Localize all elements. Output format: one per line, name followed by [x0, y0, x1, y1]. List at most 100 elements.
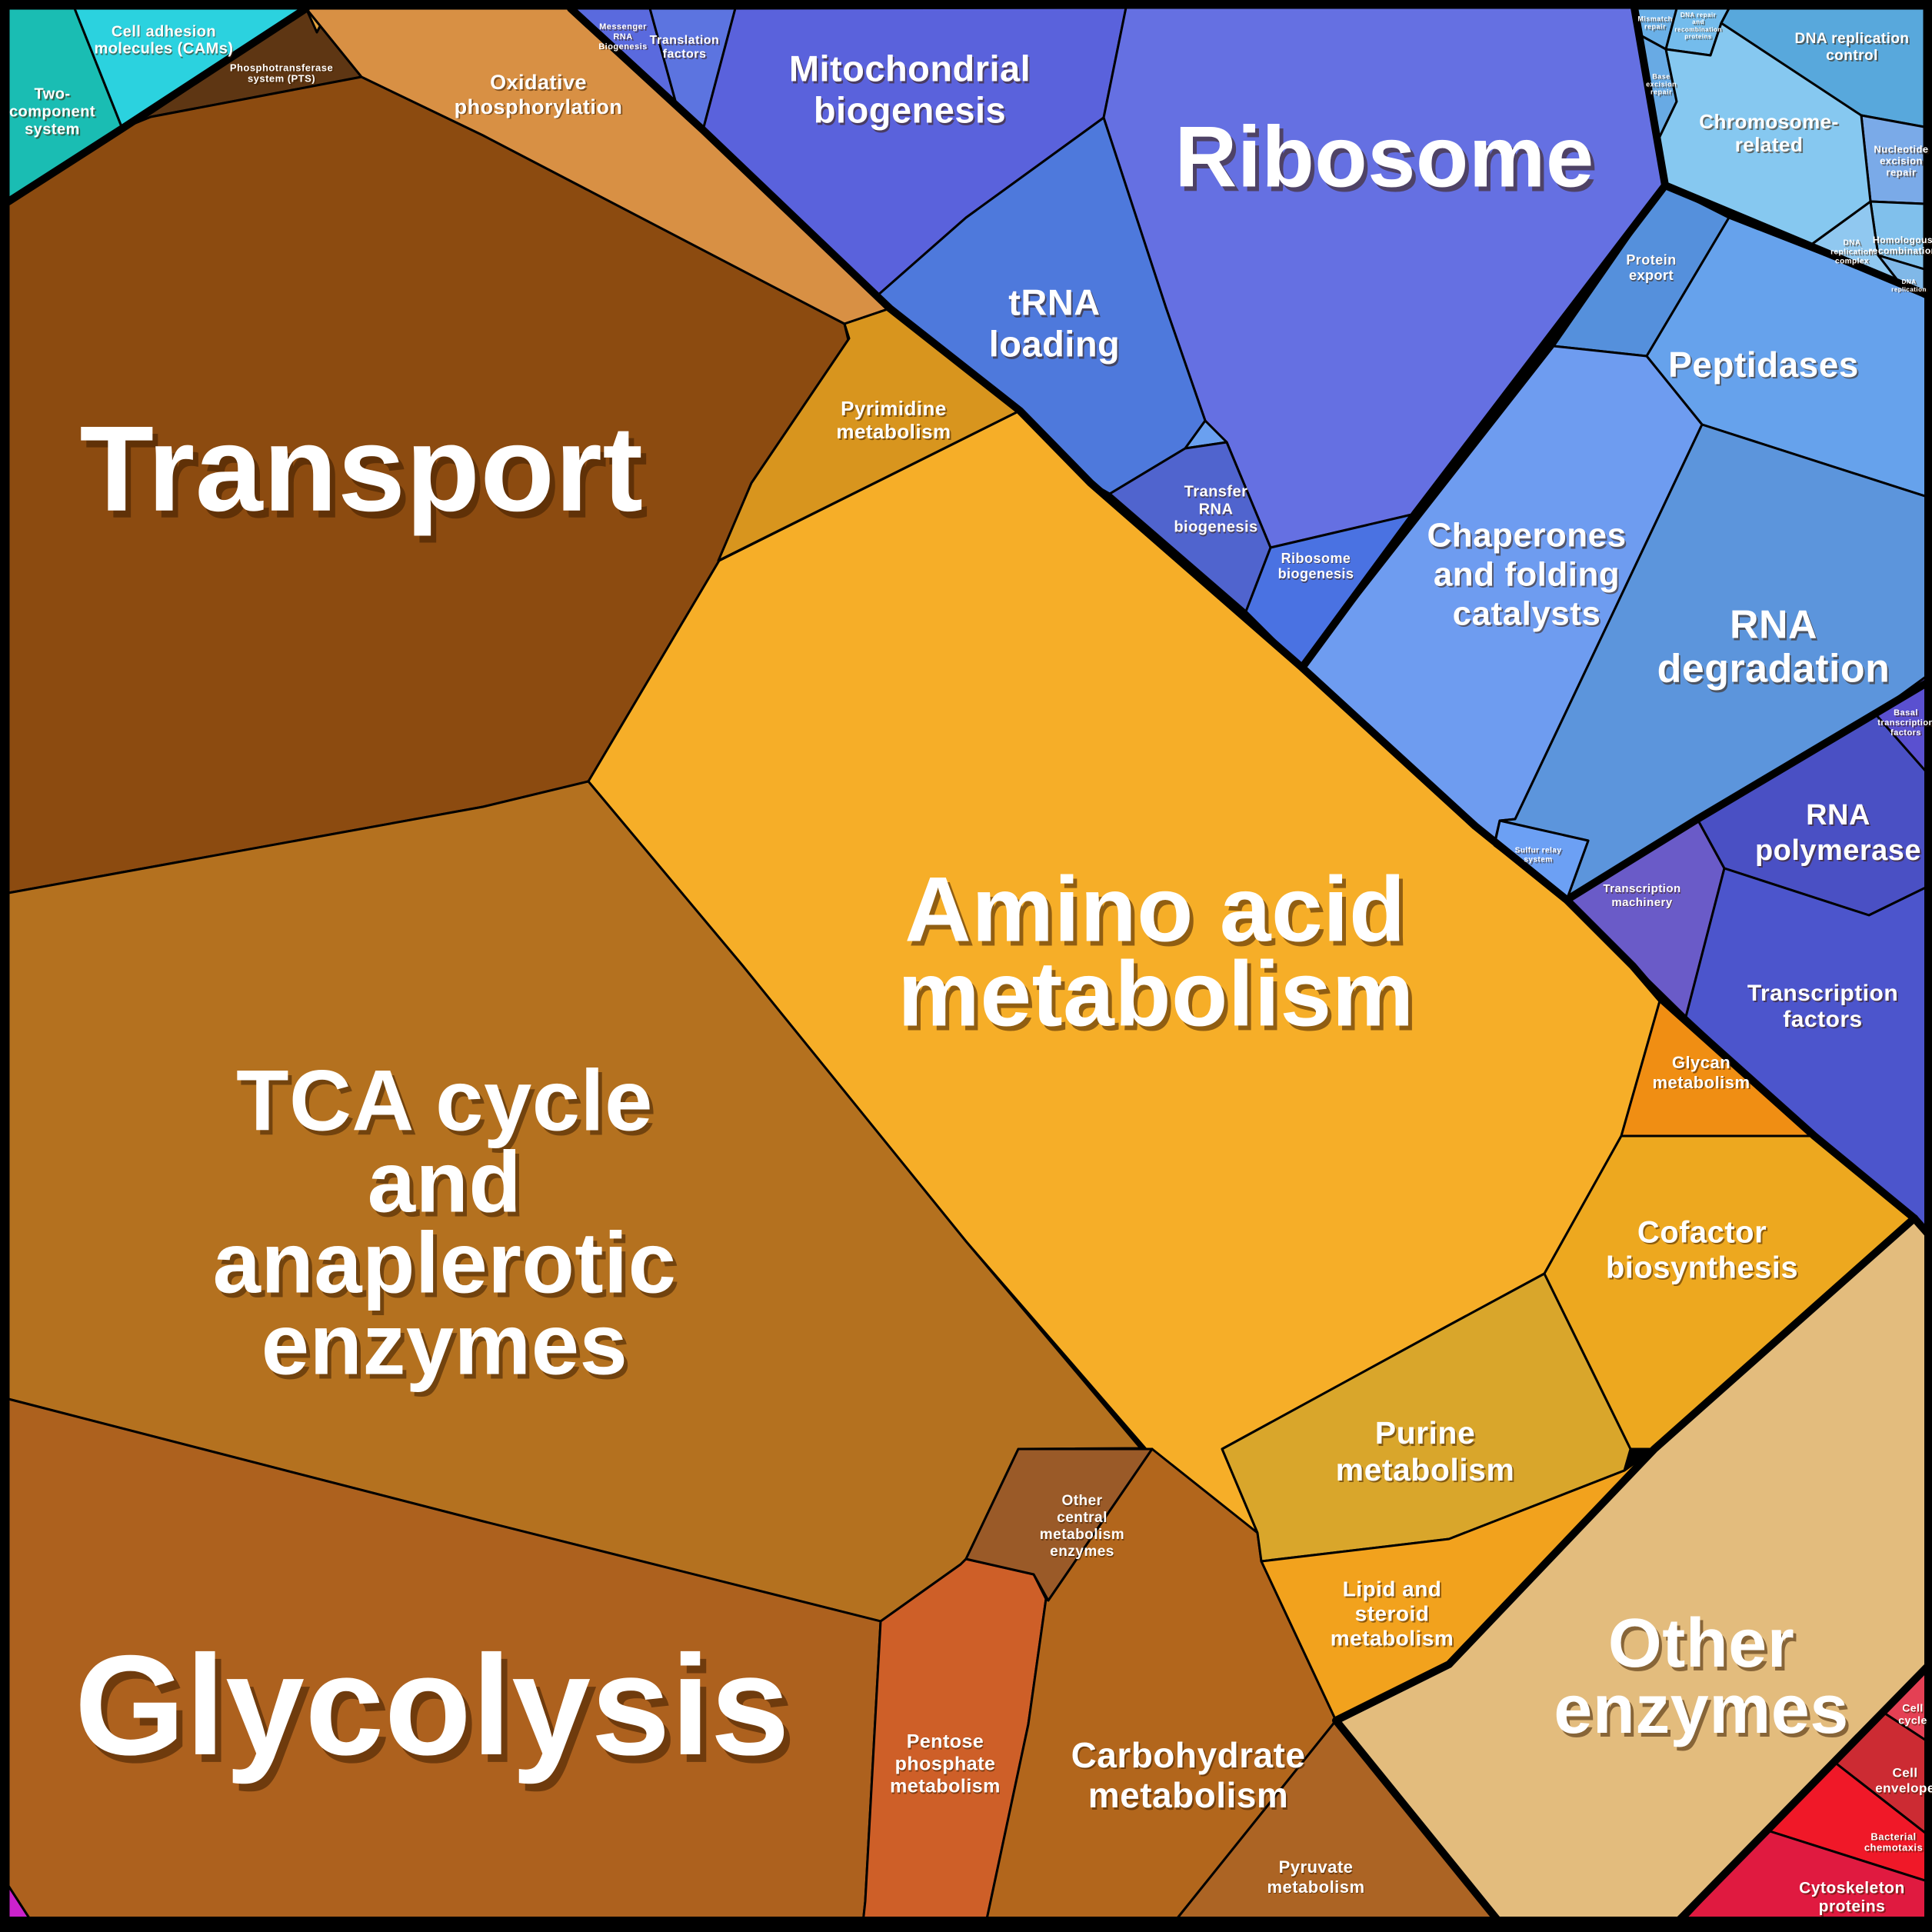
svg-text:metabolism: metabolism — [1337, 1454, 1517, 1489]
svg-text:related: related — [1737, 135, 1805, 158]
svg-text:excision: excision — [1880, 155, 1923, 166]
svg-text:Oxidative: Oxidative — [491, 72, 588, 95]
svg-text:phosphorylation: phosphorylation — [456, 96, 625, 119]
svg-text:Cytoskeleton: Cytoskeleton — [1799, 1880, 1905, 1897]
svg-text:anaplerotic: anaplerotic — [213, 1215, 677, 1311]
svg-text:RNA: RNA — [1806, 799, 1870, 831]
svg-text:factors: factors — [1784, 1008, 1864, 1034]
svg-text:and folding: and folding — [1434, 556, 1620, 594]
svg-text:central: central — [1058, 1511, 1108, 1527]
svg-text:and: and — [1694, 20, 1706, 27]
svg-text:metabolism: metabolism — [901, 948, 1418, 1051]
svg-text:polymerase: polymerase — [1755, 834, 1921, 867]
svg-text:Homologous: Homologous — [1874, 236, 1932, 247]
svg-text:DNA repair: DNA repair — [1681, 12, 1716, 18]
svg-text:Nucleotide: Nucleotide — [1875, 145, 1930, 156]
svg-text:control: control — [1827, 49, 1880, 65]
svg-text:TCA cycle: TCA cycle — [236, 1053, 653, 1149]
svg-text:replication: replication — [1830, 248, 1874, 257]
svg-text:RNA: RNA — [615, 34, 634, 43]
svg-text:metabolism: metabolism — [1654, 1074, 1751, 1093]
svg-text:Two-: Two- — [34, 85, 70, 102]
svg-text:factors: factors — [1890, 728, 1921, 738]
svg-text:Pyruvate: Pyruvate — [1279, 1857, 1354, 1877]
svg-text:Amino acid: Amino acid — [908, 863, 1410, 966]
svg-text:and folding: and folding — [1435, 558, 1621, 595]
svg-text:recombination: recombination — [1869, 245, 1932, 256]
svg-text:export: export — [1630, 269, 1674, 285]
svg-text:Translation: Translation — [650, 34, 720, 47]
svg-text:proteins: proteins — [1820, 1900, 1887, 1917]
svg-text:machinery: machinery — [1612, 897, 1674, 910]
svg-text:Peptidases: Peptidases — [1670, 346, 1860, 386]
svg-text:metabolism: metabolism — [1332, 1627, 1455, 1651]
svg-text:related: related — [1735, 133, 1804, 156]
svg-text:Chaperones: Chaperones — [1428, 519, 1627, 557]
svg-text:Cell: Cell — [1893, 1767, 1918, 1781]
svg-text:Base: Base — [1652, 72, 1670, 80]
svg-text:Lipid and: Lipid and — [1344, 1578, 1444, 1602]
svg-text:Bacterial: Bacterial — [1870, 1830, 1916, 1842]
svg-text:metabolism: metabolism — [891, 1777, 1001, 1799]
svg-text:Amino acid: Amino acid — [904, 858, 1406, 961]
svg-text:Mismatch: Mismatch — [1639, 16, 1674, 24]
svg-text:system: system — [1525, 858, 1554, 866]
svg-text:Messenger: Messenger — [599, 22, 647, 32]
svg-text:enzymes: enzymes — [261, 1297, 628, 1393]
svg-text:Oxidative: Oxidative — [490, 71, 587, 94]
svg-text:Translation: Translation — [651, 35, 721, 48]
svg-text:export: export — [1629, 268, 1674, 283]
svg-text:biosynthesis: biosynthesis — [1606, 1251, 1798, 1285]
svg-text:component: component — [9, 103, 95, 120]
svg-text:Pentose: Pentose — [908, 1733, 985, 1754]
svg-text:Cofactor: Cofactor — [1637, 1216, 1767, 1250]
svg-text:metabolism: metabolism — [898, 943, 1414, 1046]
svg-text:Other: Other — [1061, 1493, 1102, 1509]
svg-text:recombination: recombination — [1676, 27, 1723, 34]
svg-text:biogenesis: biogenesis — [815, 92, 1008, 132]
svg-text:catalysts: catalysts — [1454, 597, 1603, 635]
svg-text:machinery: machinery — [1611, 896, 1673, 909]
svg-text:DNA: DNA — [1843, 239, 1860, 248]
svg-text:metabolism: metabolism — [836, 420, 951, 443]
svg-text:Base: Base — [1654, 73, 1671, 81]
svg-text:Transcription: Transcription — [1604, 884, 1681, 897]
svg-text:and: and — [1692, 18, 1704, 25]
svg-text:Transcription: Transcription — [1603, 882, 1681, 895]
svg-text:phosphate: phosphate — [895, 1754, 996, 1775]
svg-text:excision: excision — [1647, 82, 1678, 89]
svg-text:proteins: proteins — [1819, 1898, 1886, 1916]
svg-text:Two-: Two- — [35, 87, 72, 104]
svg-text:recombination: recombination — [1870, 247, 1932, 258]
svg-text:Cell: Cell — [1902, 1702, 1924, 1714]
svg-text:Pentose: Pentose — [907, 1731, 984, 1753]
svg-text:Ribosome: Ribosome — [1282, 551, 1352, 567]
svg-text:tRNA: tRNA — [1010, 284, 1101, 325]
svg-text:biogenesis: biogenesis — [1174, 518, 1257, 535]
svg-text:catalysts: catalysts — [1453, 595, 1601, 633]
svg-text:system: system — [1524, 856, 1552, 864]
svg-text:proteins: proteins — [1686, 35, 1713, 42]
svg-text:Cofactor: Cofactor — [1639, 1217, 1768, 1251]
svg-text:excision: excision — [1646, 80, 1677, 88]
svg-text:Transport: Transport — [85, 408, 649, 544]
svg-text:RNA: RNA — [1200, 502, 1234, 519]
svg-text:loading: loading — [991, 325, 1121, 366]
svg-text:biogenesis: biogenesis — [1278, 566, 1354, 581]
svg-text:and: and — [368, 1134, 522, 1231]
svg-text:central: central — [1057, 1510, 1108, 1526]
svg-text:Carbohydrate: Carbohydrate — [1073, 1737, 1307, 1777]
svg-text:Transcription: Transcription — [1747, 981, 1898, 1006]
svg-text:transcription: transcription — [1879, 720, 1932, 729]
svg-text:Bacterial: Bacterial — [1872, 1831, 1917, 1843]
svg-text:excision: excision — [1881, 156, 1924, 168]
svg-text:Messenger: Messenger — [601, 24, 648, 33]
svg-text:Phosphotransferase: Phosphotransferase — [230, 62, 333, 73]
svg-text:Other: Other — [1611, 1609, 1797, 1686]
svg-text:enzymes: enzymes — [1554, 1671, 1849, 1748]
svg-text:Basal: Basal — [1895, 710, 1920, 719]
svg-text:repair: repair — [1646, 24, 1667, 32]
svg-text:Ribosome: Ribosome — [1174, 109, 1594, 205]
svg-text:Protein: Protein — [1626, 252, 1676, 268]
svg-text:replication: replication — [1893, 287, 1928, 294]
